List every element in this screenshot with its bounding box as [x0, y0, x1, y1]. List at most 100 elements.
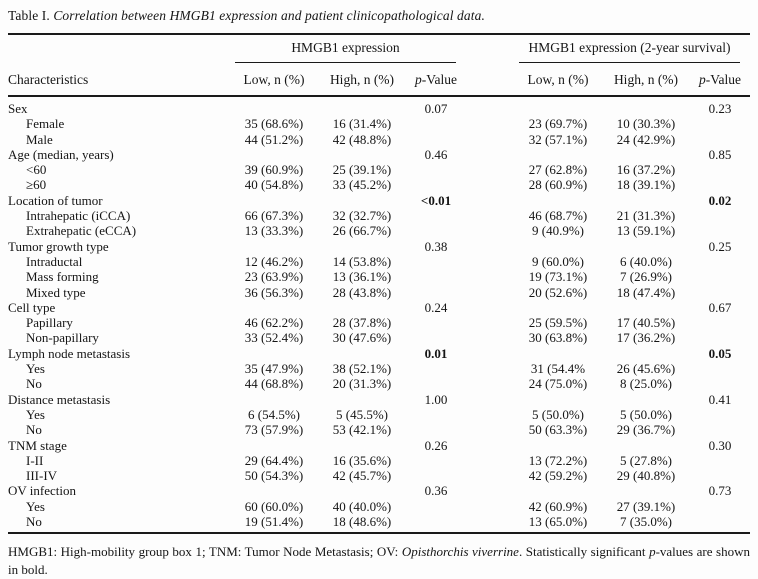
high-cell: 40 (40.0%): [332, 498, 392, 514]
table-row: Location of tumor <0.01 0.02: [8, 193, 750, 208]
high-header-2: High, n (%): [602, 64, 690, 97]
p-value-cell: 0.85: [708, 146, 732, 162]
p-value-cell: [406, 499, 466, 514]
footnote-segment: HMGB1: High-mobility group box 1; TNM: T…: [8, 544, 402, 560]
low-cell: 5 (50.0%): [532, 406, 584, 422]
high-cell: 18 (48.6%): [332, 514, 392, 530]
table-row: OV infection 0.36 0.73: [8, 483, 750, 498]
low-cell: [514, 438, 602, 453]
low-cell: [514, 96, 602, 116]
p-value-cell: [690, 315, 750, 330]
low-cell: 39 (60.9%): [244, 162, 304, 178]
high-cell: 5 (50.0%): [620, 406, 672, 422]
low-cell: 50 (63.3%): [528, 422, 588, 438]
low-cell: [230, 239, 318, 254]
high-cell: 16 (35.6%): [332, 452, 392, 468]
high-cell: 33 (45.2%): [332, 177, 392, 193]
spacer-cell: [466, 177, 514, 192]
low-cell: 29 (64.4%): [244, 452, 304, 468]
high-cell: 5 (45.5%): [336, 406, 388, 422]
p-value-cell: 1.00: [424, 391, 448, 407]
high-cell: 10 (30.3%): [616, 116, 676, 132]
high-cell: 26 (45.6%): [616, 361, 676, 377]
p-value-cell: [406, 422, 466, 437]
row-label-cell: Yes: [26, 498, 45, 514]
high-cell: 27 (39.1%): [616, 498, 676, 514]
table-row: III-IV 50 (54.3%) 42 (45.7%) 42 (59.2%) 29 (…: [8, 468, 750, 483]
high-cell: [318, 392, 406, 407]
p-value-cell: 0.01: [424, 345, 448, 361]
spacer-cell: [466, 239, 514, 254]
high-cell: 29 (36.7%): [616, 422, 676, 438]
table-row: Mixed type 36 (56.3%) 28 (43.8%) 20 (52.6%)…: [8, 285, 750, 300]
high-cell: 16 (37.2%): [616, 162, 676, 178]
table-row: Female 35 (68.6%) 16 (31.4%) 23 (69.7%) 10 (…: [8, 116, 750, 131]
row-label-cell: Intraductal: [26, 253, 83, 269]
p-value-cell: 0.25: [708, 238, 732, 254]
high-cell: 16 (31.4%): [332, 116, 392, 132]
high-cell: 29 (40.8%): [616, 468, 676, 484]
low-cell: [514, 346, 602, 361]
p-value-cell: [406, 361, 466, 376]
spacer-cell: [466, 330, 514, 345]
p-value-cell: [406, 468, 466, 483]
low-cell: [230, 483, 318, 498]
p-value-cell: [690, 361, 750, 376]
spacer-cell: [466, 468, 514, 483]
p-value-cell: [690, 223, 750, 238]
high-cell: 5 (27.8%): [620, 452, 672, 468]
low-cell: [230, 193, 318, 208]
p-value-cell: 0.73: [708, 483, 732, 499]
low-cell: 6 (54.5%): [248, 406, 300, 422]
high-cell: 7 (35.0%): [620, 514, 672, 530]
p-value-cell: 0.26: [424, 437, 448, 453]
p-value-cell: [690, 376, 750, 391]
high-header-1: High, n (%): [318, 64, 406, 97]
p-value-cell: [690, 422, 750, 437]
row-label-cell: Tumor growth type: [8, 238, 109, 254]
low-cell: 30 (63.8%): [528, 330, 588, 346]
p-value-cell: [406, 285, 466, 300]
row-label-cell: Mixed type: [26, 284, 86, 300]
high-cell: 53 (42.1%): [332, 422, 392, 438]
p-value-cell: [406, 514, 466, 533]
high-cell: 24 (42.9%): [616, 131, 676, 147]
low-header-2: Low, n (%): [514, 64, 602, 97]
spacer-cell: [466, 453, 514, 468]
p-value-cell: [406, 162, 466, 177]
high-cell: 18 (47.4%): [616, 284, 676, 300]
p-value-cell: [406, 223, 466, 238]
high-cell: [602, 300, 690, 315]
high-cell: [602, 239, 690, 254]
table-row: I-II 29 (64.4%) 16 (35.6%) 13 (72.2%) 5 (27.…: [8, 453, 750, 468]
low-cell: 42 (59.2%): [528, 468, 588, 484]
high-cell: 6 (40.0%): [620, 253, 672, 269]
p-value-cell: 0.05: [708, 345, 732, 361]
spacer-cell: [466, 346, 514, 361]
p-value-cell: [690, 453, 750, 468]
high-cell: [602, 147, 690, 162]
high-cell: 18 (39.1%): [616, 177, 676, 193]
low-cell: 12 (46.2%): [244, 253, 304, 269]
low-cell: [230, 300, 318, 315]
low-cell: 46 (62.2%): [244, 315, 304, 331]
p-value-cell: 0.02: [708, 192, 732, 208]
low-cell: 35 (68.6%): [244, 116, 304, 132]
row-label-cell: Non-papillary: [26, 330, 99, 346]
low-header-1: Low, n (%): [230, 64, 318, 97]
p-value-cell: [406, 315, 466, 330]
low-cell: [230, 96, 318, 116]
p-value-cell: [406, 132, 466, 147]
p-value-cell: [690, 514, 750, 533]
p-value-cell: [690, 208, 750, 223]
spacer-cell: [466, 514, 514, 533]
row-label-cell: III-IV: [26, 468, 58, 484]
high-cell: 42 (45.7%): [332, 468, 392, 484]
low-cell: 44 (68.8%): [244, 376, 304, 392]
table-row: TNM stage 0.26 0.30: [8, 438, 750, 453]
p-value-cell: [406, 407, 466, 422]
low-cell: 46 (68.7%): [528, 208, 588, 224]
low-cell: 40 (54.8%): [244, 177, 304, 193]
table-body: Sex 0.07 0.23 Female 35 (68.6%) 16 (31.4%) 23 …: [8, 96, 750, 533]
group-header-survival: HMGB1 expression (2-year survival): [514, 34, 750, 64]
